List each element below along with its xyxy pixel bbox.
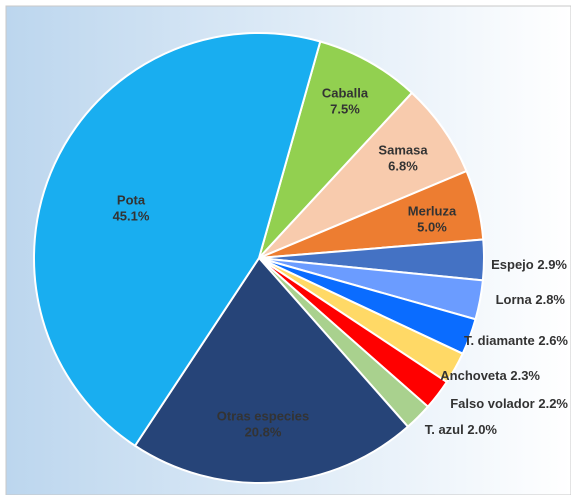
slice-name: T. azul xyxy=(425,422,464,437)
pie-slice xyxy=(33,32,322,448)
slice-name: Anchoveta xyxy=(440,368,507,383)
slice-value: 20.8% xyxy=(245,424,282,439)
pie-slice xyxy=(258,40,414,259)
slice-label: Anchoveta 2.3% xyxy=(440,368,540,383)
slice-name: Lorna xyxy=(496,292,533,307)
slice-value: 7.5% xyxy=(330,101,360,116)
slice-value: 45.1% xyxy=(113,208,150,223)
slice-label: Otras especies xyxy=(217,408,310,423)
slice-value: 2.0% xyxy=(467,422,497,437)
slice-label: T. diamante 2.6% xyxy=(464,333,568,348)
slice-label: Pota xyxy=(117,192,146,207)
slice-name: Espejo xyxy=(491,257,534,272)
slice-value: 2.8% xyxy=(535,292,565,307)
slice-name: Falso volador xyxy=(450,396,535,411)
slice-value: 2.3% xyxy=(510,368,540,383)
slice-value: 2.6% xyxy=(538,333,568,348)
slice-label: Caballa xyxy=(322,85,369,100)
slice-name: T. diamante xyxy=(464,333,535,348)
slice-value: 2.2% xyxy=(538,396,568,411)
slice-value: 6.8% xyxy=(388,158,418,173)
slice-value: 5.0% xyxy=(417,219,447,234)
pie-slice xyxy=(133,256,410,484)
slice-label: Merluza xyxy=(408,203,457,218)
slice-label: Espejo 2.9% xyxy=(491,257,567,272)
slice-label: Falso volador 2.2% xyxy=(450,396,568,411)
slice-value: 2.9% xyxy=(537,257,567,272)
slice-label: T. azul 2.0% xyxy=(425,422,498,437)
slice-label: Lorna 2.8% xyxy=(496,292,566,307)
slice-label: Samasa xyxy=(378,142,428,157)
